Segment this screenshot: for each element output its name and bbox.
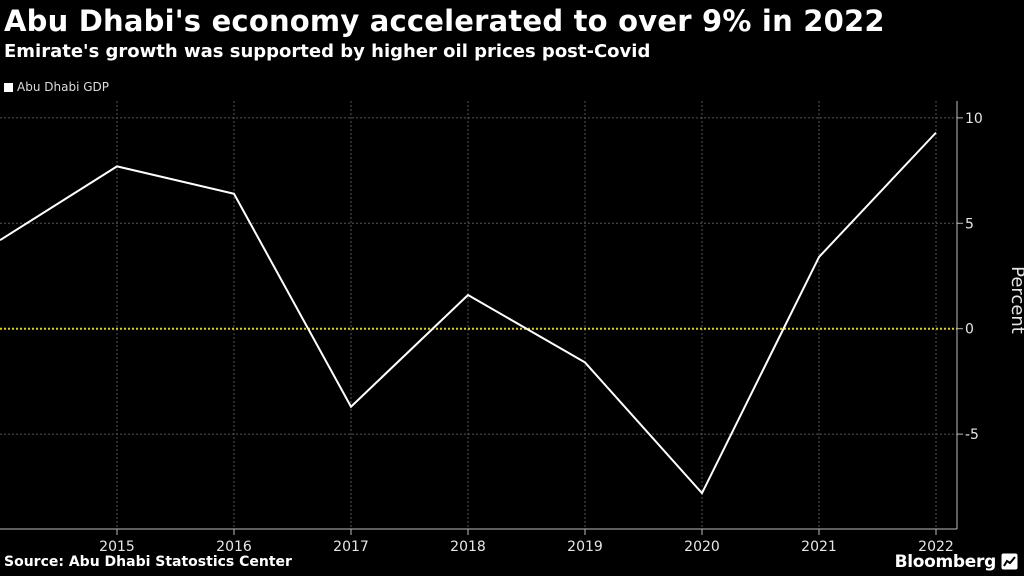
legend-label: Abu Dhabi GDP: [17, 80, 109, 94]
x-tick-label-2022: 2022: [918, 539, 954, 555]
data-point-2020: [701, 492, 703, 494]
y-tick-label-0: 0: [965, 322, 974, 338]
data-point-2015: [116, 165, 118, 167]
x-tick-label-2021: 2021: [801, 539, 837, 555]
axis-layer: [0, 101, 963, 535]
x-tick-label-2016: 2016: [216, 539, 252, 555]
y-tick-label--5: -5: [965, 427, 979, 443]
x-tick-label-2019: 2019: [567, 539, 603, 555]
data-point-2017: [350, 406, 352, 408]
chart-title: Abu Dhabi's economy accelerated to over …: [4, 4, 885, 38]
grid-layer: [0, 101, 957, 529]
data-point-2016: [233, 193, 235, 195]
y-axis-title: Percent: [1007, 266, 1024, 334]
data-point-2021: [818, 256, 820, 258]
x-tick-label-2020: 2020: [684, 539, 720, 555]
series-layer: [0, 131, 937, 495]
x-tick-label-2015: 2015: [99, 539, 135, 555]
y-tick-label-5: 5: [965, 216, 974, 232]
data-point-2018: [467, 294, 469, 296]
data-point-2019: [584, 361, 586, 363]
brand-name: Bloomberg: [894, 552, 997, 572]
y-tick-label-10: 10: [965, 111, 983, 127]
legend: Abu Dhabi GDP: [4, 80, 109, 94]
legend-swatch: [4, 82, 13, 92]
chart-subtitle: Emirate's growth was supported by higher…: [4, 41, 651, 62]
label-layer: 2015 2016 2017 2018 2019 2020 2021 2022 10 5 0 -5 Pe…: [99, 111, 1024, 555]
x-tick-label-2018: 2018: [450, 539, 486, 555]
data-point-2022: [935, 132, 937, 134]
x-tick-label-2017: 2017: [333, 539, 369, 555]
bloomberg-logo-icon: [1001, 553, 1018, 570]
series-line-0: [0, 131, 937, 495]
source-note: Source: Abu Dhabi Statostics Center: [4, 554, 292, 570]
